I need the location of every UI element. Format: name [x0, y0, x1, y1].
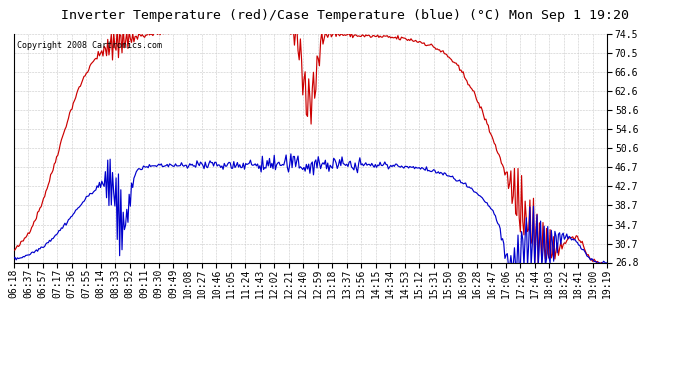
Text: Inverter Temperature (red)/Case Temperature (blue) (°C) Mon Sep 1 19:20: Inverter Temperature (red)/Case Temperat… [61, 9, 629, 22]
Text: Copyright 2008 Cartronics.com: Copyright 2008 Cartronics.com [17, 40, 161, 50]
